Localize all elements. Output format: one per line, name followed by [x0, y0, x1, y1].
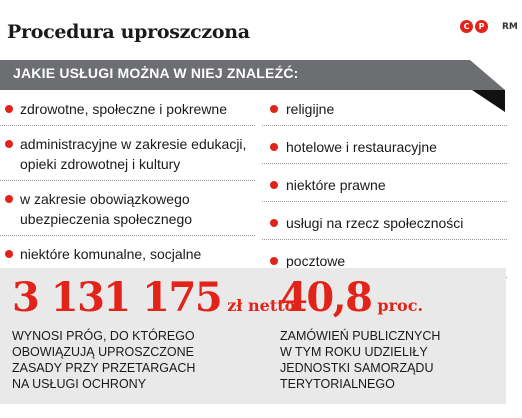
section-banner: JAKIE USŁUGI MOŻNA W NIEJ ZNALEŹĆ:: [0, 60, 505, 116]
stat-description-line: ZAMÓWIEŃ PUBLICZNYCH: [280, 329, 441, 343]
banner-heading: JAKIE USŁUGI MOŻNA W NIEJ ZNALEŹĆ:: [13, 65, 299, 81]
bullet-dot-icon: [270, 219, 278, 227]
stat-description-line: WYNOSI PRÓG, DO KTÓREGO: [12, 329, 195, 343]
author-credit: RM: [502, 21, 518, 32]
stat-description-line: ZASADY PRZY PRZETARGACH: [12, 361, 196, 375]
service-item-text: niektóre prawne: [286, 177, 386, 193]
stat-description-line: NA USŁUGI OCHRONY: [12, 377, 147, 391]
stat-value-row: 40,8 proc.: [280, 274, 423, 321]
stat-value: 40,8: [280, 274, 373, 321]
service-item: administracyjne w zakresie edukacji, opie…: [0, 134, 255, 181]
service-item-text: w zakresie obowiązkowego: [20, 191, 190, 207]
service-item: usługi na rzecz społeczności: [262, 213, 507, 240]
service-item: niektóre prawne: [262, 175, 507, 202]
bullet-dot-icon: [5, 105, 13, 113]
service-item-text: usługi na rzecz społeczności: [286, 215, 464, 231]
bullet-dot-icon: [5, 250, 13, 258]
banner-shape: [0, 60, 505, 112]
services-list-right: religijne hotelowe i restauracyjne niektór…: [262, 99, 507, 289]
stat-value-row: 3 131 175 zł netto: [12, 274, 295, 321]
bullet-dot-icon: [270, 257, 278, 265]
bullet-dot-icon: [270, 181, 278, 189]
bullet-dot-icon: [5, 195, 13, 203]
service-item-text: administracyjne w zakresie edukacji,: [20, 136, 247, 152]
bullet-dot-icon: [5, 140, 13, 148]
service-item-text: ubezpieczenia społecznego: [20, 211, 193, 227]
bullet-dot-icon: [270, 105, 278, 113]
stat-description-line: OBOWIĄZUJĄ UPROSZCZONE: [12, 345, 194, 359]
stat-description: ZAMÓWIEŃ PUBLICZNYCH W TYM ROKU UDZIELIŁ…: [280, 328, 440, 392]
stats-panel: 3 131 175 zł netto WYNOSI PRÓG, DO KTÓREG…: [0, 268, 506, 404]
service-item-text: hotelowe i restauracyjne: [286, 139, 437, 155]
stat-description-line: TERYTORIALNEGO: [280, 377, 395, 391]
stat-description-line: W TYM ROKU UDZIELIŁY: [280, 345, 428, 359]
stat-description: WYNOSI PRÓG, DO KTÓREGO OBOWIĄZUJĄ UPROS…: [12, 328, 195, 392]
stat-description-line: JEDNOSTKI SAMORZĄDU: [280, 361, 434, 375]
service-item: religijne: [262, 99, 507, 126]
publisher-logo: C P RM: [460, 20, 518, 33]
logo-c-icon: C: [460, 20, 473, 33]
service-item: w zakresie obowiązkowego ubezpieczenia sp…: [0, 189, 255, 236]
stat-unit: proc.: [377, 296, 424, 315]
stat-value: 3 131 175: [12, 274, 223, 321]
page-title: Procedura uproszczona: [7, 21, 250, 43]
service-item-text: niektóre komunalne, socjalne: [20, 246, 202, 262]
bullet-dot-icon: [270, 143, 278, 151]
service-item-text: religijne: [286, 101, 335, 117]
logo-p-icon: P: [475, 20, 488, 33]
stat-unit: zł netto: [227, 296, 296, 315]
service-item: zdrowotne, społeczne i pokrewne: [0, 99, 255, 126]
service-item: hotelowe i restauracyjne: [262, 137, 507, 164]
service-item-text: opieki zdrowotnej i kultury: [20, 156, 181, 172]
service-item-text: pocztowe: [286, 253, 346, 269]
service-item-text: zdrowotne, społeczne i pokrewne: [20, 101, 228, 117]
